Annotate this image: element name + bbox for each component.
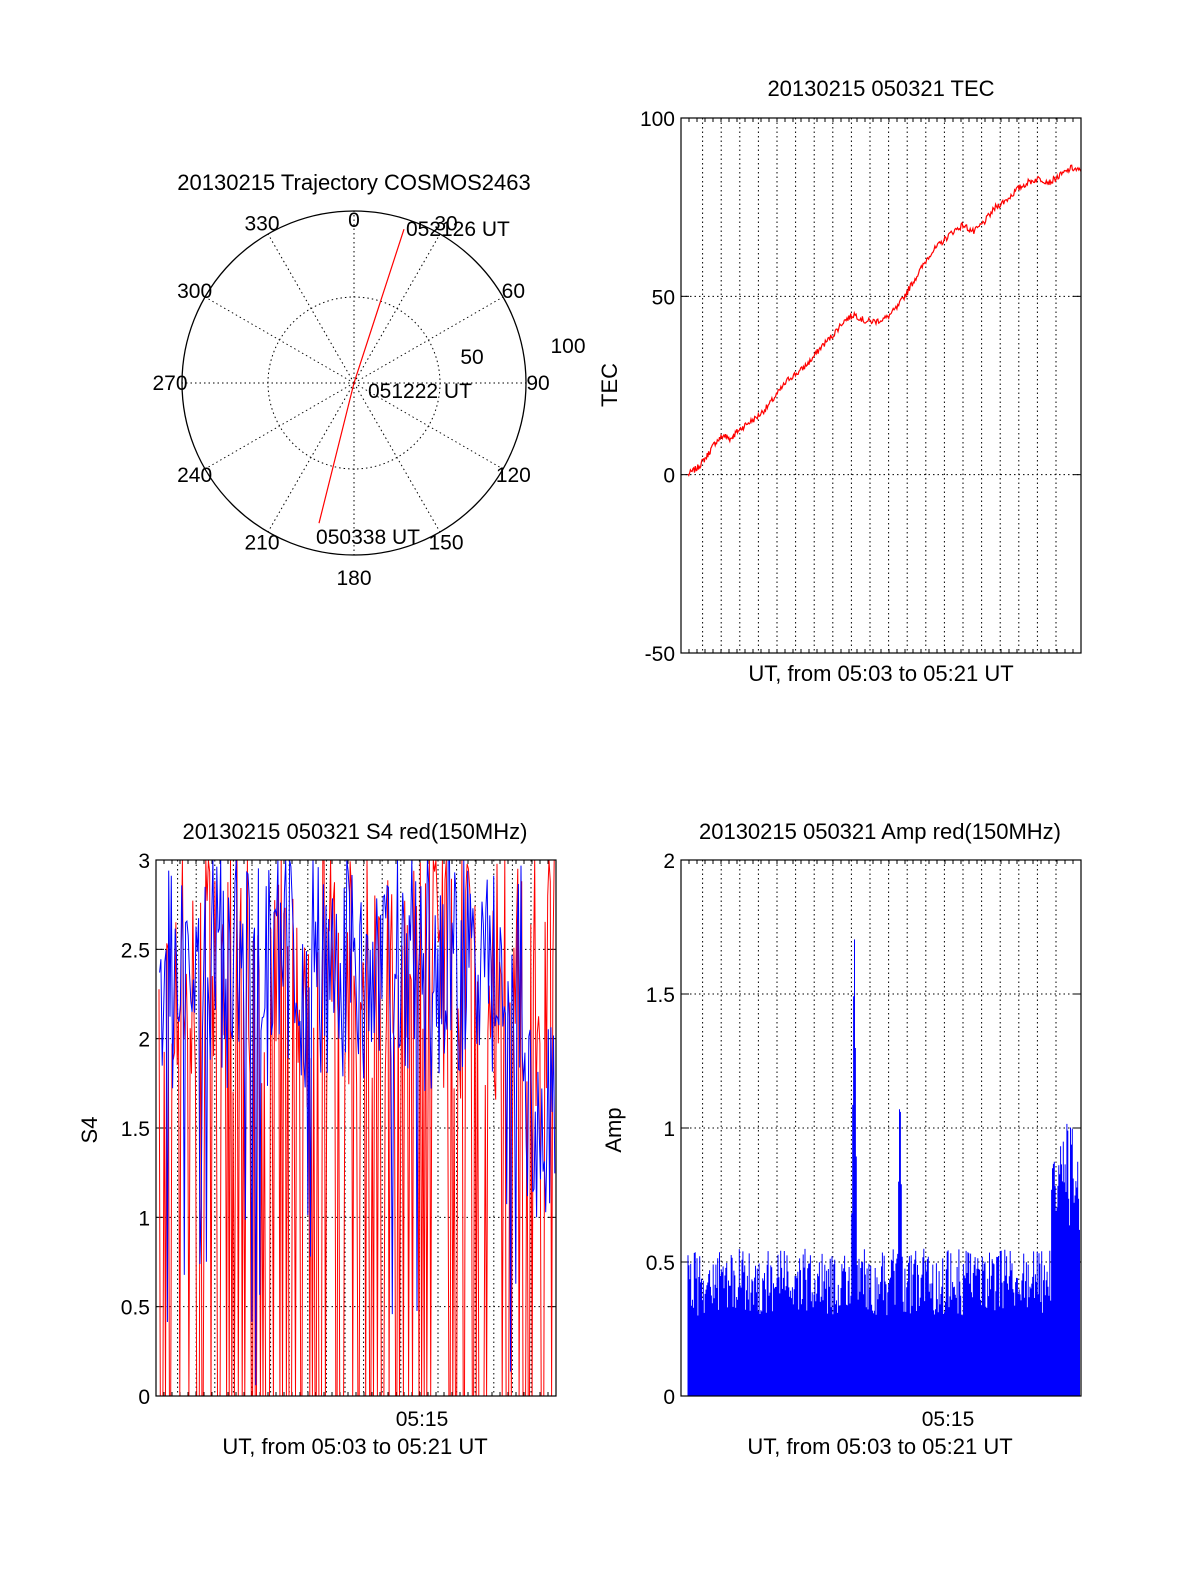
s4-ytick-label: 2 — [138, 1029, 150, 1052]
polar-spoke — [353, 296, 504, 384]
s4-ytick-label: 0.5 — [121, 1297, 150, 1320]
polar-title: 20130215 Trajectory COSMOS2463 — [177, 170, 530, 195]
amp-frame — [680, 859, 1082, 1397]
polar-angle-tick-label: 90 — [526, 372, 549, 395]
tec-y-ticks: -50 0 50 100 — [640, 108, 675, 666]
polar-spoke — [267, 382, 355, 533]
polar-angle-tick-label: 270 — [152, 372, 187, 395]
tec-plot: 20130215 050321 TEC -50 0 50 100 UT, from 0… — [597, 76, 1082, 686]
amp-ytick-label: 1 — [663, 1118, 675, 1141]
polar-spoke — [353, 233, 441, 384]
polar-spoke — [353, 382, 441, 533]
polar-spoke — [204, 382, 355, 470]
tec-series-line — [687, 164, 1082, 477]
polar-trajectory-line — [318, 229, 405, 524]
s4-y-ticks: 0 0.5 1 1.5 2 2.5 3 — [121, 850, 150, 1409]
amp-blue-series — [687, 939, 1080, 1396]
s4-plot: 20130215 050321 S4 red(150MHz) 0 0.5 1 1.5 2… — [77, 819, 557, 1459]
s4-title: 20130215 050321 S4 red(150MHz) — [183, 819, 528, 844]
amp-title: 20130215 050321 Amp red(150MHz) — [699, 819, 1061, 844]
tec-y-label: TEC — [597, 363, 622, 407]
tec-ytick-label: 0 — [663, 465, 675, 488]
polar-angle-tick-label: 330 — [244, 213, 279, 236]
amp-y-label: Amp — [601, 1107, 626, 1152]
polar-angle-tick-label: 60 — [502, 280, 525, 303]
polar-angle-tick-label: 240 — [177, 464, 212, 487]
tec-x-label: UT, from 05:03 to 05:21 UT — [748, 661, 1013, 686]
s4-ytick-label: 0 — [138, 1386, 150, 1409]
amp-ytick-label: 2 — [663, 850, 675, 873]
tec-ytick-label: 100 — [640, 108, 675, 131]
polar-angle-ticks: 0 30 60 90 120 150 180 210 240 270 300 330 — [152, 209, 549, 590]
amp-ytick-label: 0 — [663, 1386, 675, 1409]
polar-angle-tick-label: 120 — [496, 464, 531, 487]
s4-y-label: S4 — [77, 1117, 102, 1144]
polar-spoke — [353, 382, 504, 470]
amp-ytick-label: 0.5 — [646, 1252, 675, 1275]
polar-trajectory-plot: 20130215 Trajectory COSMOS2463 0 30 60 90 12… — [152, 170, 585, 590]
s4-ytick-label: 2.5 — [121, 939, 150, 962]
polar-angle-tick-label: 210 — [244, 531, 279, 554]
s4-ytick-label: 1 — [138, 1207, 150, 1230]
s4-x-label: UT, from 05:03 to 05:21 UT — [222, 1434, 487, 1459]
polar-angle-tick-label: 0 — [348, 209, 360, 232]
polar-angle-tick-label: 300 — [177, 280, 212, 303]
polar-grid — [181, 210, 527, 556]
polar-trajectory-path — [318, 229, 405, 524]
amp-x-tick-0515: 05:15 — [922, 1408, 975, 1431]
s4-x-tick-0515: 05:15 — [396, 1408, 449, 1431]
tec-frame — [680, 117, 1082, 654]
tec-title: 20130215 050321 TEC — [767, 76, 994, 101]
amp-ytick-label: 1.5 — [646, 984, 675, 1007]
s4-ytick-label: 3 — [138, 850, 150, 873]
s4-frame — [155, 859, 557, 1397]
amp-plot: 20130215 050321 Amp red(150MHz) 0 0.5 1 1.5… — [601, 819, 1082, 1459]
radial-tick-100: 100 — [550, 335, 585, 358]
trajectory-label-mid: 051222 UT — [368, 380, 472, 403]
polar-spoke — [204, 296, 355, 384]
trajectory-label-end: 052126 UT — [406, 218, 510, 241]
polar-angle-tick-label: 150 — [428, 531, 463, 554]
polar-angle-tick-label: 180 — [336, 567, 371, 590]
polar-angle-tick-label: 30 — [434, 213, 457, 236]
s4-ytick-label: 1.5 — [121, 1118, 150, 1141]
radial-tick-50: 50 — [460, 346, 483, 369]
tec-ytick-label: -50 — [645, 643, 675, 666]
tec-ytick-label: 50 — [652, 286, 675, 309]
trajectory-label-start: 050338 UT — [316, 526, 420, 549]
s4-blue-series — [159, 859, 556, 1386]
amp-y-ticks: 0 0.5 1 1.5 2 — [646, 850, 675, 1409]
polar-spoke — [267, 233, 355, 384]
tec-grid — [680, 117, 1082, 654]
amp-x-label: UT, from 05:03 to 05:21 UT — [747, 1434, 1012, 1459]
